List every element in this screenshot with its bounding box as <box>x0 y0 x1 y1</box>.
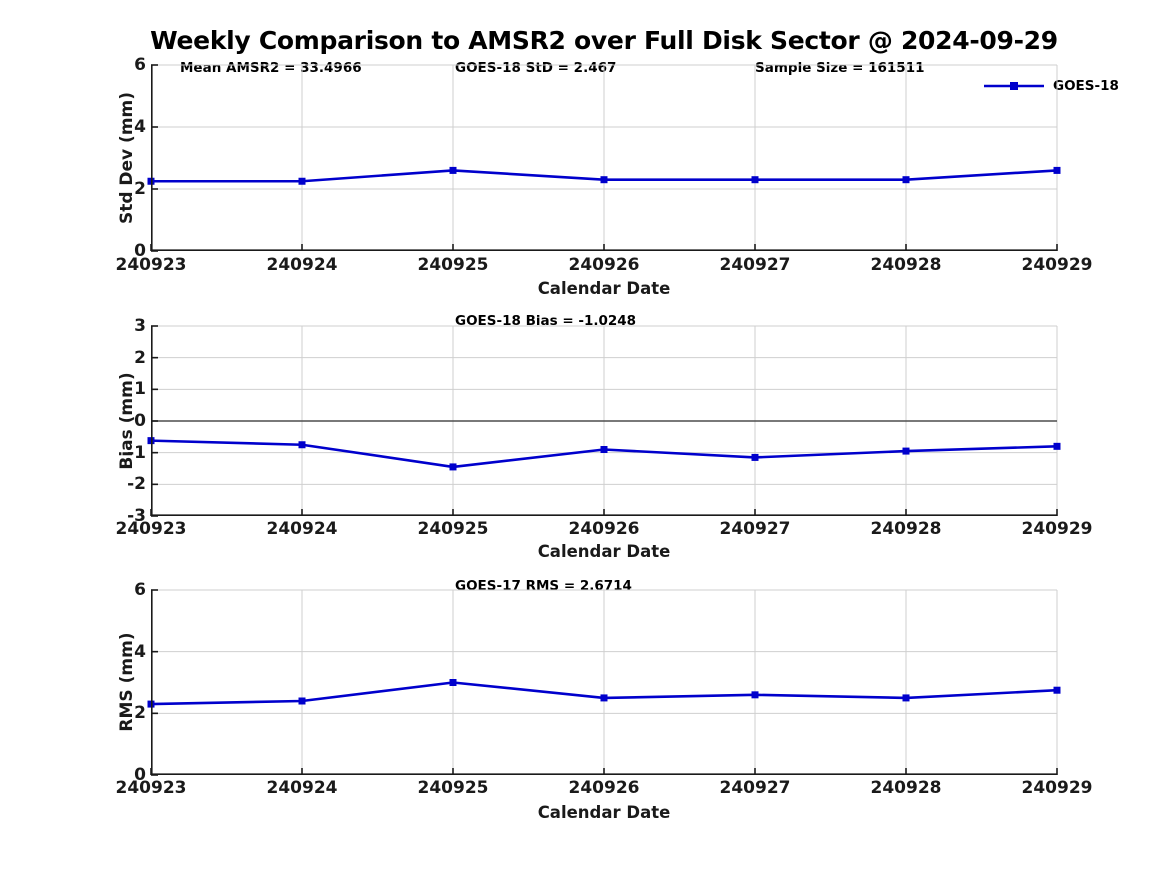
x-tick-label: 240928 <box>870 778 942 798</box>
x-tick-label: 240929 <box>1021 519 1093 539</box>
y-tick-label: 2 <box>134 703 146 724</box>
y-tick-label: 0 <box>134 765 146 785</box>
legend: GOES-18 <box>982 78 1119 94</box>
x-tick-label: 240927 <box>719 519 791 539</box>
x-tick-label: 240929 <box>1021 255 1093 275</box>
x-tick-label: 240926 <box>568 778 640 798</box>
data-marker <box>902 694 910 702</box>
y-tick-label: 2 <box>134 347 146 368</box>
y-tick-label: -1 <box>127 442 146 463</box>
data-marker <box>298 441 306 449</box>
y-tick-label: -2 <box>127 474 146 495</box>
x-tick-label: 240925 <box>417 255 489 275</box>
data-marker <box>902 447 910 455</box>
x-tick-label: 240925 <box>417 778 489 798</box>
data-marker <box>1053 686 1061 694</box>
x-tick-label: 240924 <box>266 778 338 798</box>
x-tick-label: 240927 <box>719 778 791 798</box>
annotation-goes18-bias: GOES-18 Bias = -1.0248 <box>455 313 637 329</box>
plot-bias <box>147 325 1061 517</box>
x-tick-label: 240926 <box>568 255 640 275</box>
y-tick-label: 3 <box>134 316 146 336</box>
data-marker <box>298 697 306 705</box>
annotation-sample-size: Sample Size = 161511 <box>755 60 925 76</box>
data-marker <box>449 679 457 686</box>
data-marker <box>751 453 759 461</box>
x-tick-label: 240928 <box>870 255 942 275</box>
chart-title: Weekly Comparison to AMSR2 over Full Dis… <box>150 26 1058 55</box>
y-tick-label: 0 <box>134 411 146 431</box>
y-tick-label: 4 <box>134 117 146 137</box>
data-marker <box>751 176 759 184</box>
y-tick-label: 2 <box>134 179 146 199</box>
annotation-mean-amsr2: Mean AMSR2 = 33.4966 <box>180 60 362 76</box>
y-tick-label: -3 <box>127 506 146 526</box>
ylabel-rms: RMS (mm) <box>117 632 137 732</box>
y-tick-label: 0 <box>134 241 146 261</box>
x-tick-label: 240926 <box>568 519 640 539</box>
xlabel-bias: Calendar Date <box>537 542 671 561</box>
ylabel-std-dev: Std Dev (mm) <box>117 91 137 225</box>
x-tick-label: 240923 <box>115 255 187 275</box>
data-marker <box>600 446 608 453</box>
data-marker <box>298 177 306 185</box>
data-marker <box>1053 442 1061 450</box>
plot-std-dev <box>147 64 1061 252</box>
x-tick-label: 240924 <box>266 519 338 539</box>
legend-marker <box>984 82 1044 90</box>
data-marker <box>600 176 608 184</box>
data-marker <box>902 176 910 184</box>
x-tick-label: 240925 <box>417 519 489 539</box>
x-tick-label: 240927 <box>719 255 791 275</box>
y-tick-label: 1 <box>134 379 146 400</box>
xlabel-std-dev: Calendar Date <box>537 279 671 298</box>
data-marker <box>1053 166 1061 174</box>
y-tick-label: 4 <box>134 641 146 662</box>
annotation-goes18-std: GOES-18 StD = 2.467 <box>455 60 617 76</box>
x-tick-label: 240924 <box>266 255 338 275</box>
y-tick-label: 6 <box>134 55 146 75</box>
x-tick-label: 240929 <box>1021 778 1093 798</box>
data-marker <box>600 694 608 702</box>
x-tick-label: 240923 <box>115 778 187 798</box>
x-tick-label: 240923 <box>115 519 187 539</box>
data-marker <box>449 166 457 174</box>
data-marker <box>449 463 457 471</box>
xlabel-rms: Calendar Date <box>537 803 671 822</box>
plot-rms <box>147 589 1061 776</box>
data-marker <box>751 691 759 699</box>
x-tick-label: 240928 <box>870 519 942 539</box>
y-tick-label: 6 <box>134 580 146 600</box>
legend-label: GOES-18 <box>1053 78 1119 94</box>
